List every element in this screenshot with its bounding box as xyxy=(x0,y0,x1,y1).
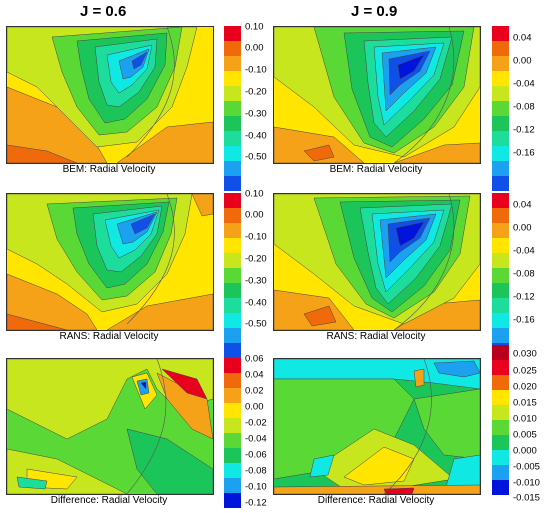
tick-label: 0.00 xyxy=(245,401,264,413)
tick-label: -0.40 xyxy=(245,130,267,142)
contour-plot xyxy=(7,27,213,163)
tick-label: -0.30 xyxy=(245,108,267,120)
tick-label: 0.00 xyxy=(245,209,264,221)
tick-label: 0.010 xyxy=(513,413,537,425)
tick-label: -0.20 xyxy=(245,86,267,98)
contour-plot xyxy=(7,359,213,494)
colorbar-j06-rans xyxy=(224,193,241,358)
contour-panel-diff-j06 xyxy=(6,358,214,495)
tick-label: -0.08 xyxy=(245,465,267,477)
caption-rans-j09: RANS: Radial Velocity xyxy=(326,331,426,342)
contour-plot xyxy=(274,359,480,494)
colorbar-j09-diff xyxy=(492,345,509,495)
tick-label: -0.08 xyxy=(513,101,535,113)
tick-label: -0.50 xyxy=(245,318,267,330)
tick-label: 0.10 xyxy=(245,188,264,200)
tick-label: -0.12 xyxy=(513,124,535,136)
tick-label: -0.04 xyxy=(245,433,267,445)
tick-label: 0.04 xyxy=(245,369,264,381)
tick-label: -0.06 xyxy=(245,449,267,461)
tick-label: -0.20 xyxy=(245,253,267,265)
caption-diff-j06: Difference: Radial Velocity xyxy=(50,495,168,506)
tick-label: -0.08 xyxy=(513,268,535,280)
tick-label: 0.00 xyxy=(245,42,264,54)
tick-label: 0.00 xyxy=(513,55,532,67)
tick-label: 0.02 xyxy=(245,385,264,397)
tick-label: 0.020 xyxy=(513,381,537,393)
tick-label: -0.40 xyxy=(245,297,267,309)
tick-label: -0.12 xyxy=(245,497,267,509)
contour-panel-bem-j09 xyxy=(273,26,481,164)
colorbar-j06-bem xyxy=(224,26,241,191)
tick-label: 0.04 xyxy=(513,199,532,211)
tick-label: -0.015 xyxy=(513,492,540,504)
tick-label: 0.005 xyxy=(513,429,537,441)
contour-panel-rans-j06 xyxy=(6,193,214,331)
colorbar-labels-diff-j09: 0.030 0.025 0.020 0.015 0.010 0.005 0.00… xyxy=(513,345,549,505)
tick-label: 0.04 xyxy=(513,32,532,44)
contour-panel-rans-j09 xyxy=(273,193,481,331)
tick-label: -0.10 xyxy=(245,231,267,243)
colorbar-labels-bem-j06: 0.10 0.00 -0.10 -0.20 -0.30 -0.40 -0.50 xyxy=(245,22,285,191)
tick-label: 0.015 xyxy=(513,397,537,409)
tick-label: -0.12 xyxy=(513,291,535,303)
colorbar-j06-diff xyxy=(224,358,241,508)
colorbar-labels-diff-j06: 0.06 0.04 0.02 0.00 -0.02 -0.04 -0.06 -0… xyxy=(245,354,285,509)
tick-label: 0.10 xyxy=(245,21,264,33)
caption-rans-j06: RANS: Radial Velocity xyxy=(59,331,159,342)
colorbar-labels-rans-j06: 0.10 0.00 -0.10 -0.20 -0.30 -0.40 -0.50 xyxy=(245,189,285,358)
contour-panel-bem-j06 xyxy=(6,26,214,164)
contour-plot xyxy=(274,194,480,330)
tick-label: 0.025 xyxy=(513,365,537,377)
tick-label: 0.00 xyxy=(513,222,532,234)
tick-label: -0.10 xyxy=(245,481,267,493)
tick-label: -0.50 xyxy=(245,151,267,163)
tick-label: -0.30 xyxy=(245,275,267,287)
colorbar-labels-bem-j09: 0.04 0.00 -0.04 -0.08 -0.12 -0.16 xyxy=(513,26,549,191)
tick-label: -0.010 xyxy=(513,477,540,489)
tick-label: -0.005 xyxy=(513,461,540,473)
contour-panel-diff-j09 xyxy=(273,358,481,495)
tick-label: -0.02 xyxy=(245,417,267,429)
tick-label: -0.04 xyxy=(513,245,535,257)
column-title-j09: J = 0.9 xyxy=(351,3,398,20)
tick-label: 0.06 xyxy=(245,353,264,365)
contour-plot xyxy=(274,27,480,163)
colorbar-j09-rans xyxy=(492,193,509,358)
tick-label: -0.16 xyxy=(513,147,535,159)
caption-bem-j09: BEM: Radial Velocity xyxy=(329,164,423,175)
tick-label: 0.000 xyxy=(513,445,537,457)
tick-label: -0.16 xyxy=(513,314,535,326)
colorbar-j09-bem xyxy=(492,26,509,191)
caption-bem-j06: BEM: Radial Velocity xyxy=(62,164,156,175)
column-title-j06: J = 0.6 xyxy=(80,3,127,20)
caption-diff-j09: Difference: Radial Velocity xyxy=(317,495,435,506)
tick-label: 0.030 xyxy=(513,348,537,360)
tick-label: -0.04 xyxy=(513,78,535,90)
contour-plot xyxy=(7,194,213,330)
tick-label: -0.10 xyxy=(245,64,267,76)
colorbar-labels-rans-j09: 0.04 0.00 -0.04 -0.08 -0.12 -0.16 xyxy=(513,193,549,358)
